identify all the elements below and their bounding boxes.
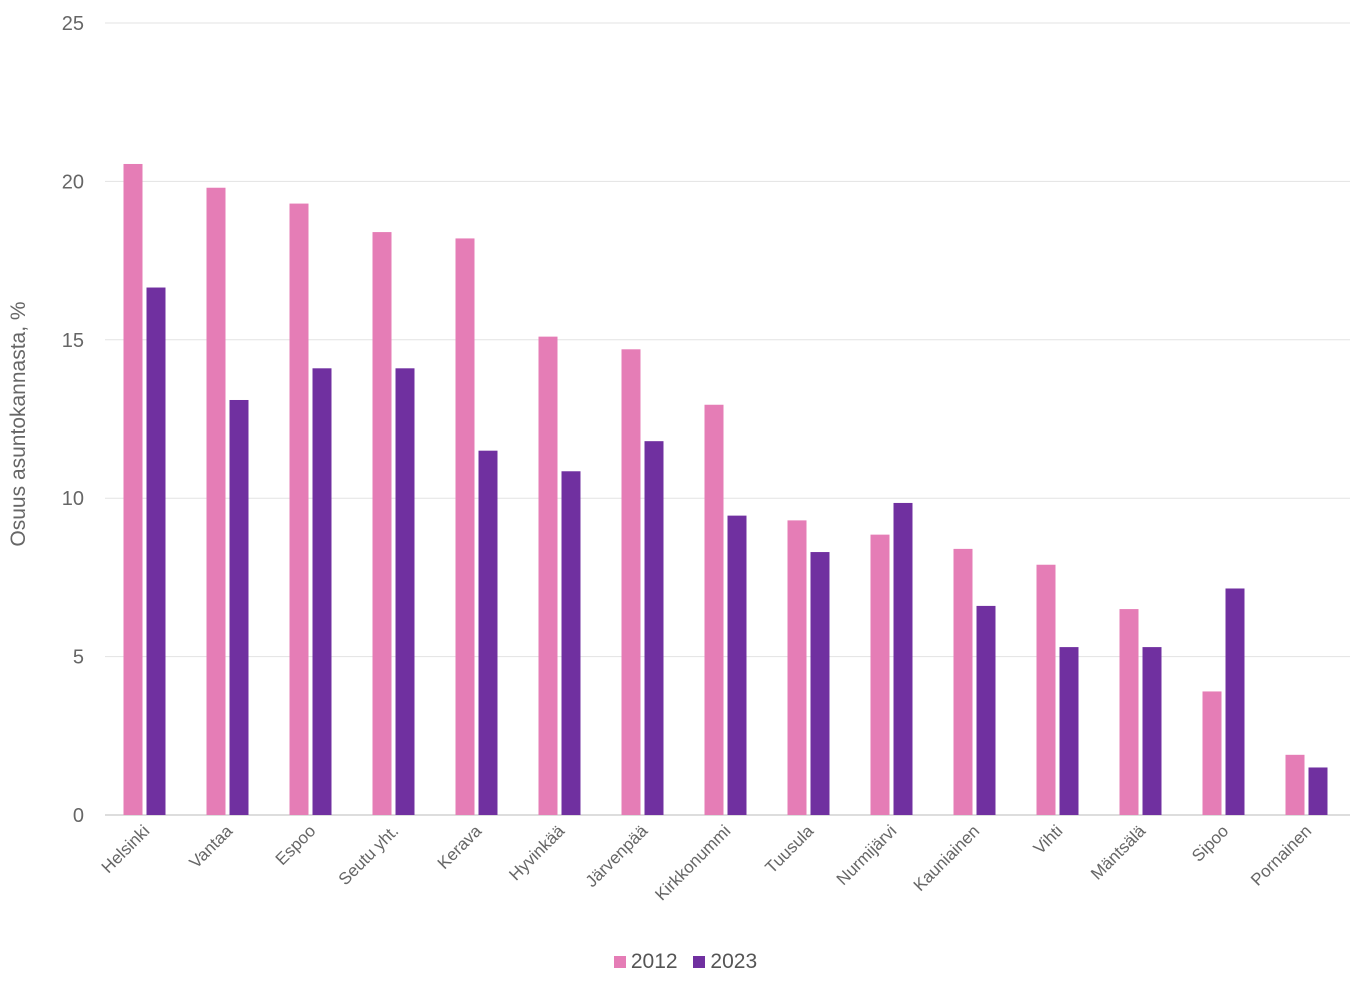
x-tick-label: Helsinki [98, 821, 154, 877]
x-tick-label: Nurmijärvi [833, 821, 901, 889]
bar-2012-Mäntsälä[interactable] [1119, 609, 1139, 815]
bar-2023-Tuusula[interactable] [810, 552, 830, 815]
bar-2023-Kauniainen[interactable] [976, 605, 996, 815]
bar-2023-Pornainen[interactable] [1308, 767, 1328, 815]
bar-2012-Tuusula[interactable] [787, 520, 807, 815]
bar-2012-Espoo[interactable] [289, 203, 309, 816]
bar-2023-Espoo[interactable] [312, 368, 332, 815]
bar-2012-Kirkkonummi[interactable] [704, 404, 724, 815]
bar-2012-Kerava[interactable] [455, 238, 475, 815]
x-tick-label: Kauniainen [910, 821, 984, 895]
y-tick-label: 15 [62, 330, 84, 352]
y-tick-label: 20 [62, 171, 84, 193]
x-tick-label: Järvenpää [582, 821, 652, 891]
x-tick-label: Espoo [272, 821, 320, 869]
x-tick-label: Mäntsälä [1087, 821, 1150, 884]
y-tick-label: 25 [62, 13, 84, 35]
bar-2012-Vihti[interactable] [1036, 564, 1056, 815]
x-tick-label: Pornainen [1247, 821, 1315, 889]
legend-label-2023: 2023 [710, 950, 758, 973]
legend-item-2012[interactable]: 2012 [613, 950, 678, 974]
x-tick-label: Vantaa [186, 821, 237, 872]
bar-2012-Hyvinkää[interactable] [538, 336, 558, 815]
legend-swatch-2023 [693, 956, 706, 968]
legend-swatch-2012 [613, 956, 626, 968]
y-axis-label: Osuus asuntokannasta, % [7, 301, 30, 546]
bar-2023-Kirkkonummi[interactable] [727, 515, 747, 815]
x-tick-label: Kirkkonummi [651, 821, 734, 904]
bar-2023-Seutu yht.[interactable] [395, 368, 415, 815]
bar-2012-Järvenpää[interactable] [621, 349, 641, 815]
bar-2023-Nurmijärvi[interactable] [893, 502, 913, 815]
bar-2012-Kauniainen[interactable] [953, 548, 973, 815]
bar-2012-Pornainen[interactable] [1285, 754, 1305, 815]
bar-2023-Järvenpää[interactable] [644, 441, 664, 815]
bar-2012-Nurmijärvi[interactable] [870, 534, 890, 815]
bar-2023-Helsinki[interactable] [146, 287, 166, 815]
x-tick-label: Vihti [1030, 821, 1067, 858]
x-tick-label: Seutu yht. [335, 821, 403, 889]
bar-2012-Seutu yht.[interactable] [372, 232, 392, 815]
bar-2023-Sipoo[interactable] [1225, 588, 1245, 815]
bar-2023-Hyvinkää[interactable] [561, 471, 581, 815]
bar-2023-Kerava[interactable] [478, 450, 498, 815]
y-tick-label: 10 [62, 488, 84, 510]
bar-2023-Vihti[interactable] [1059, 647, 1079, 815]
bar-2012-Helsinki[interactable] [123, 163, 143, 815]
bar-2012-Vantaa[interactable] [206, 187, 226, 816]
legend-label-2012: 2012 [630, 950, 678, 973]
x-tick-label: Kerava [434, 821, 486, 873]
y-tick-label: 5 [73, 647, 84, 669]
legend: 2012 2023 [0, 950, 1371, 974]
legend-item-2023[interactable]: 2023 [693, 950, 757, 974]
x-tick-label: Hyvinkää [505, 821, 568, 884]
x-tick-label: Sipoo [1188, 821, 1232, 865]
bar-2012-Sipoo[interactable] [1202, 691, 1222, 815]
bar-2023-Vantaa[interactable] [229, 399, 249, 815]
bar-2023-Mäntsälä[interactable] [1142, 647, 1162, 815]
x-tick-label: Tuusula [762, 821, 818, 877]
y-tick-label: 0 [73, 805, 84, 827]
